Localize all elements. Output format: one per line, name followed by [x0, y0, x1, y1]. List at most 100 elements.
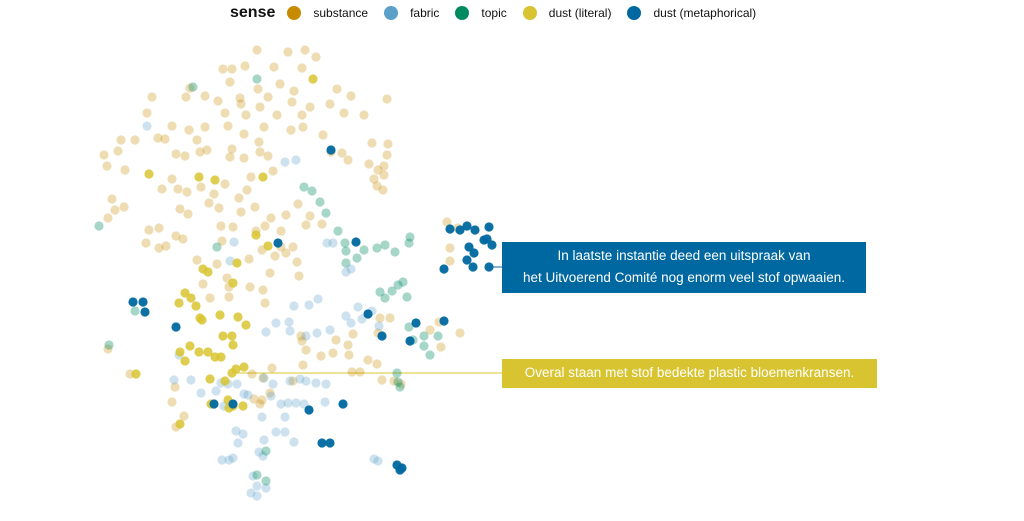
point-fabric [285, 326, 295, 336]
point-substance [257, 395, 267, 405]
callout-literal: Overal staan met stof bedekte plastic bl… [502, 359, 877, 388]
point-substance [113, 146, 123, 156]
point-substance [167, 121, 177, 131]
point-substance [227, 144, 237, 154]
point-dust-metaphorical [479, 235, 489, 245]
point-topic [402, 292, 412, 302]
point-substance [228, 222, 238, 232]
point-substance [247, 369, 257, 379]
point-substance [173, 184, 183, 194]
legend-title: sense [230, 4, 276, 21]
point-substance [263, 151, 273, 161]
point-substance [240, 61, 250, 71]
point-substance [170, 382, 180, 392]
point-fabric [312, 328, 322, 338]
legend-item-dust-literal: dust (literal) [522, 6, 612, 20]
point-dust-metaphorical [445, 224, 455, 234]
point-substance [255, 147, 265, 157]
point-dust-literal [215, 310, 225, 320]
point-substance [239, 153, 249, 163]
point-topic [321, 208, 331, 218]
point-dust-metaphorical [228, 399, 238, 409]
point-topic [352, 253, 362, 263]
legend-label-topic: topic [481, 6, 507, 20]
point-substance [343, 340, 353, 350]
point-substance [254, 137, 264, 147]
point-substance [379, 170, 389, 180]
point-fabric [233, 438, 243, 448]
series-dust-literal [131, 74, 318, 429]
point-substance [382, 150, 392, 160]
point-topic [433, 331, 443, 341]
point-substance [383, 139, 393, 149]
point-substance [445, 243, 455, 253]
point-dust-metaphorical [484, 222, 494, 232]
point-substance [363, 355, 373, 365]
callout-metaphorical-line2: het Uitvoerend Comité nog enorm veel sto… [523, 270, 845, 285]
point-topic [380, 240, 390, 250]
point-dust-metaphorical [325, 438, 335, 448]
point-substance [167, 397, 177, 407]
point-fabric [232, 379, 242, 389]
point-substance [192, 135, 202, 145]
point-fabric [321, 379, 331, 389]
point-dust-metaphorical [128, 297, 138, 307]
point-substance [283, 47, 293, 57]
point-substance [130, 135, 140, 145]
point-topic [404, 322, 414, 332]
point-substance [144, 225, 154, 235]
point-dust-metaphorical [395, 465, 405, 475]
legend-item-dust-metaphorical: dust (metaphorical) [627, 6, 756, 20]
point-substance [305, 102, 315, 112]
point-substance [182, 187, 192, 197]
point-substance [265, 388, 275, 398]
point-dust-literal [174, 298, 184, 308]
point-substance [239, 129, 249, 139]
series-topic [94, 74, 443, 486]
point-substance [301, 220, 311, 230]
legend-swatch-dust-metaphorical [627, 6, 642, 20]
point-substance [217, 236, 227, 246]
point-substance [255, 399, 265, 409]
point-dust-literal [144, 169, 154, 179]
point-dust-metaphorical [439, 264, 449, 274]
point-fabric [254, 447, 264, 457]
point-substance [311, 52, 321, 62]
point-substance [225, 77, 235, 87]
point-substance [298, 360, 308, 370]
point-substance [258, 373, 268, 383]
point-substance [298, 122, 308, 132]
point-fabric [268, 379, 278, 389]
point-substance [442, 217, 452, 227]
point-substance [288, 242, 298, 252]
point-substance [445, 256, 455, 266]
point-substance [181, 92, 191, 102]
point-dust-literal [227, 368, 237, 378]
point-substance [300, 45, 310, 55]
point-fabric [291, 398, 301, 408]
point-dust-metaphorical [171, 322, 181, 332]
point-substance [373, 165, 383, 175]
point-substance [185, 83, 195, 93]
point-dust-literal [233, 312, 243, 322]
point-substance [317, 219, 327, 229]
point-dust-literal [191, 301, 201, 311]
point-fabric [186, 375, 196, 385]
point-substance [377, 375, 387, 385]
point-substance [436, 342, 446, 352]
legend-label-dust-literal: dust (literal) [548, 6, 612, 20]
point-substance [301, 345, 311, 355]
point-substance [234, 193, 244, 203]
point-topic [188, 82, 198, 92]
point-substance [328, 348, 338, 358]
point-topic [404, 238, 414, 248]
point-substance [103, 213, 113, 223]
point-substance [218, 64, 228, 74]
point-substance [119, 202, 129, 212]
point-dust-literal [218, 331, 228, 341]
point-substance [202, 145, 212, 155]
series-dust-metaphorical [128, 145, 497, 475]
point-substance [180, 151, 190, 161]
legend-swatch-fabric [384, 6, 399, 20]
